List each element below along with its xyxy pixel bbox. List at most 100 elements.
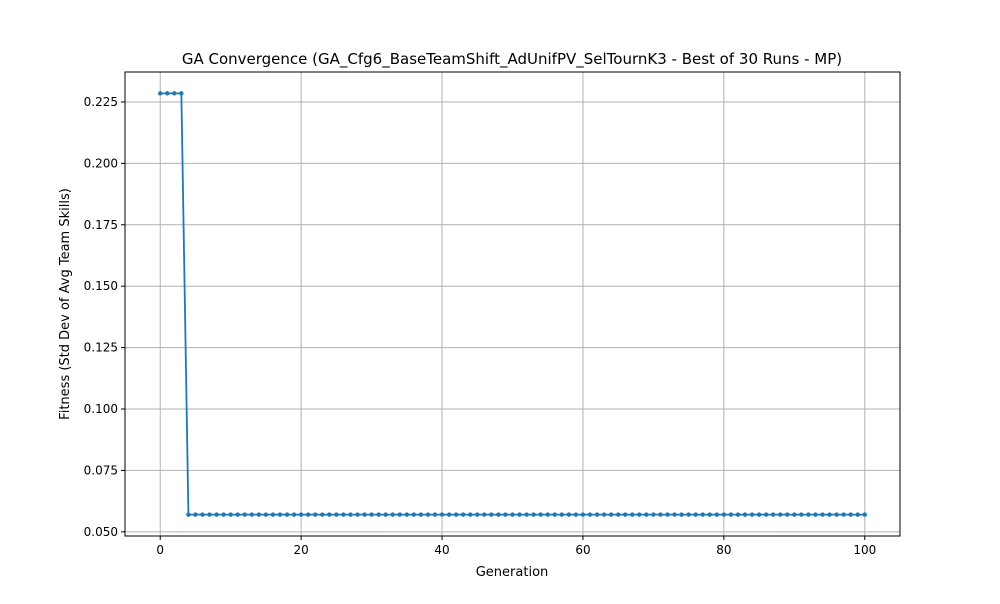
y-tick-label: 0.150 xyxy=(84,279,118,293)
data-point xyxy=(559,512,565,517)
data-point xyxy=(305,512,311,517)
data-point xyxy=(827,512,832,517)
data-point xyxy=(390,512,395,517)
data-point xyxy=(404,512,410,517)
data-point xyxy=(327,512,332,517)
data-point xyxy=(778,512,783,517)
data-point xyxy=(362,512,367,517)
data-point xyxy=(453,512,459,517)
data-point xyxy=(658,512,663,517)
data-point xyxy=(425,512,431,517)
data-point xyxy=(503,512,508,517)
y-tick-label: 0.050 xyxy=(84,525,118,539)
data-point xyxy=(482,512,487,517)
data-point xyxy=(637,512,642,517)
data-point xyxy=(291,512,297,517)
y-tick-label: 0.100 xyxy=(84,402,118,416)
chart-title: GA Convergence (GA_Cfg6_BaseTeamShift_Ad… xyxy=(182,50,842,69)
data-point xyxy=(742,512,748,517)
data-point xyxy=(313,512,318,517)
data-point xyxy=(848,512,853,517)
data-point xyxy=(785,512,790,517)
data-point xyxy=(320,512,325,517)
data-point xyxy=(158,91,163,96)
data-point xyxy=(834,512,839,517)
x-tick-label: 100 xyxy=(853,543,876,557)
data-point xyxy=(770,512,776,517)
data-point xyxy=(700,512,705,517)
data-point xyxy=(214,512,219,517)
data-point xyxy=(799,512,804,517)
data-point xyxy=(207,512,212,517)
data-point xyxy=(383,512,388,517)
data-point xyxy=(855,512,860,517)
data-point xyxy=(249,512,255,517)
data-point xyxy=(193,512,198,517)
data-point xyxy=(552,512,557,517)
data-point xyxy=(686,512,691,517)
series-line xyxy=(160,92,865,516)
data-point xyxy=(517,512,522,517)
y-tick-label: 0.225 xyxy=(84,95,118,109)
data-point xyxy=(298,512,304,517)
data-point xyxy=(862,512,867,517)
data-point xyxy=(580,512,586,517)
x-tick-label: 60 xyxy=(575,543,590,557)
data-point xyxy=(524,512,529,517)
data-point xyxy=(749,512,755,517)
data-point xyxy=(545,512,550,517)
y-tick-label: 0.125 xyxy=(84,341,118,355)
data-point xyxy=(721,512,727,517)
data-point xyxy=(531,512,536,517)
x-tick-label: 80 xyxy=(716,543,731,557)
data-point xyxy=(566,512,572,517)
x-tick-label: 40 xyxy=(434,543,449,557)
data-point xyxy=(615,512,621,517)
data-point xyxy=(841,512,846,517)
data-point xyxy=(376,512,381,517)
data-point xyxy=(172,91,177,96)
y-tick-label: 0.200 xyxy=(84,156,118,170)
data-point xyxy=(538,512,543,517)
data-point xyxy=(235,512,240,517)
data-point xyxy=(594,512,600,517)
data-point xyxy=(284,512,290,517)
data-point xyxy=(665,512,670,517)
data-point xyxy=(756,512,762,517)
data-point xyxy=(369,512,374,517)
data-point xyxy=(460,512,466,517)
x-axis-ticks: 0 20 40 60 80 100 xyxy=(156,536,876,557)
data-point xyxy=(165,91,170,96)
data-point xyxy=(228,512,233,517)
data-point xyxy=(763,512,769,517)
data-point xyxy=(200,512,205,517)
data-point xyxy=(587,512,593,517)
y-tick-label: 0.075 xyxy=(84,463,118,477)
data-point xyxy=(270,512,276,517)
data-point xyxy=(644,512,649,517)
data-point xyxy=(446,512,452,517)
grid-lines xyxy=(125,72,900,536)
x-tick-label: 20 xyxy=(293,543,308,557)
data-point xyxy=(221,512,226,517)
data-point xyxy=(263,512,269,517)
y-tick-label: 0.175 xyxy=(84,218,118,232)
series-line-layer xyxy=(160,92,865,516)
data-point xyxy=(623,512,628,517)
data-point xyxy=(510,512,515,517)
data-point xyxy=(355,512,360,517)
data-point xyxy=(242,512,247,517)
data-point xyxy=(496,512,501,517)
data-point xyxy=(432,512,438,517)
data-point xyxy=(411,512,417,517)
data-point xyxy=(679,512,684,517)
data-point xyxy=(601,512,607,517)
data-point xyxy=(277,512,283,517)
data-point xyxy=(608,512,614,517)
data-point xyxy=(397,512,402,517)
data-point xyxy=(256,512,262,517)
data-point xyxy=(672,512,677,517)
data-point xyxy=(707,512,712,517)
data-point xyxy=(418,512,424,517)
data-point xyxy=(813,512,818,517)
